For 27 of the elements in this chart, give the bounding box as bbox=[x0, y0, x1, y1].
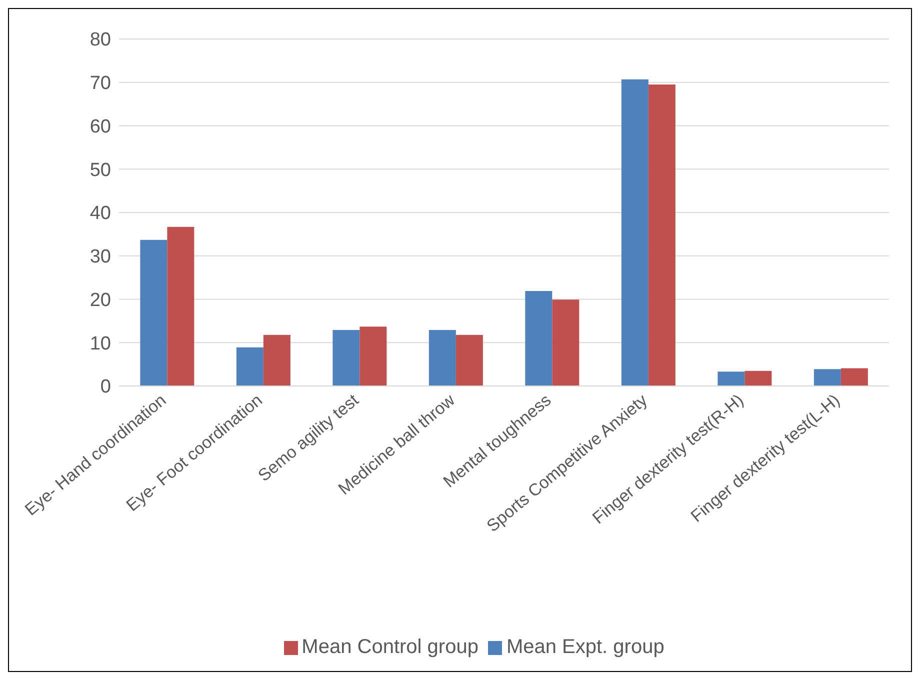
legend-label: Mean Expt. group bbox=[506, 636, 664, 658]
y-tick-label: 60 bbox=[90, 116, 111, 138]
bar bbox=[428, 330, 456, 386]
bar bbox=[360, 326, 387, 386]
bar bbox=[525, 291, 552, 386]
y-tick-label: 40 bbox=[90, 203, 111, 224]
bar bbox=[167, 226, 194, 386]
bar bbox=[744, 370, 772, 386]
bar bbox=[263, 334, 290, 386]
bar bbox=[140, 240, 168, 386]
bar bbox=[552, 300, 580, 386]
bar bbox=[456, 334, 483, 386]
bar bbox=[648, 84, 676, 386]
y-tick-label: 70 bbox=[90, 73, 111, 94]
bar bbox=[621, 79, 648, 386]
y-tick-label: 20 bbox=[90, 290, 111, 311]
bar bbox=[840, 368, 868, 386]
bar bbox=[332, 330, 360, 386]
y-tick-label: 30 bbox=[90, 246, 111, 268]
y-tick-label: 0 bbox=[100, 376, 111, 398]
legend-label: Mean Control group bbox=[302, 636, 478, 658]
y-tick-label: 10 bbox=[90, 333, 111, 354]
y-tick-label: 80 bbox=[90, 30, 111, 51]
bar bbox=[814, 369, 841, 386]
y-tick-label: 50 bbox=[90, 160, 111, 181]
bar bbox=[718, 372, 745, 386]
bar bbox=[236, 347, 264, 386]
